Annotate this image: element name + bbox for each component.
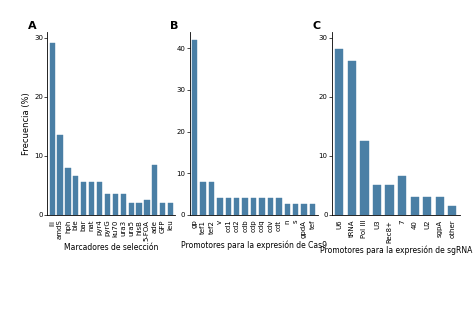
Bar	[448, 206, 456, 215]
Bar	[373, 185, 381, 215]
Bar	[226, 198, 231, 215]
Bar	[423, 197, 431, 215]
X-axis label: Promotores para la expresión de sgRNA: Promotores para la expresión de sgRNA	[319, 246, 472, 255]
Bar	[209, 182, 214, 215]
X-axis label: Marcadores de selección: Marcadores de selección	[64, 243, 159, 252]
Bar	[160, 203, 165, 215]
Bar	[335, 49, 343, 215]
Bar	[89, 182, 94, 215]
Bar	[105, 194, 110, 215]
Bar	[360, 141, 368, 215]
Bar	[251, 198, 256, 215]
Bar	[65, 167, 71, 215]
Bar	[57, 135, 63, 215]
Bar	[410, 197, 419, 215]
Bar	[137, 203, 142, 215]
Bar	[301, 204, 307, 215]
Bar	[293, 204, 299, 215]
Bar	[192, 40, 197, 215]
Bar	[234, 198, 239, 215]
Text: A: A	[28, 21, 37, 31]
Bar	[436, 197, 444, 215]
Bar	[310, 204, 315, 215]
Bar	[152, 165, 157, 215]
Bar	[242, 198, 248, 215]
Bar	[201, 182, 206, 215]
Bar	[50, 43, 55, 215]
Text: B: B	[171, 21, 179, 31]
Bar	[348, 61, 356, 215]
Bar	[276, 198, 282, 215]
Bar	[168, 203, 173, 215]
Y-axis label: Frecuencia (%): Frecuencia (%)	[22, 92, 31, 155]
X-axis label: Promotores para la expresión de Cas9: Promotores para la expresión de Cas9	[181, 240, 327, 250]
Bar	[284, 204, 290, 215]
Bar	[81, 182, 86, 215]
Bar	[113, 194, 118, 215]
Bar	[121, 194, 126, 215]
Bar	[97, 182, 102, 215]
Bar	[398, 176, 406, 215]
Bar	[268, 198, 273, 215]
Bar	[217, 198, 223, 215]
Bar	[73, 176, 78, 215]
Bar	[385, 185, 393, 215]
Text: C: C	[312, 21, 321, 31]
Bar	[259, 198, 265, 215]
Bar	[128, 203, 134, 215]
Bar	[145, 200, 149, 215]
